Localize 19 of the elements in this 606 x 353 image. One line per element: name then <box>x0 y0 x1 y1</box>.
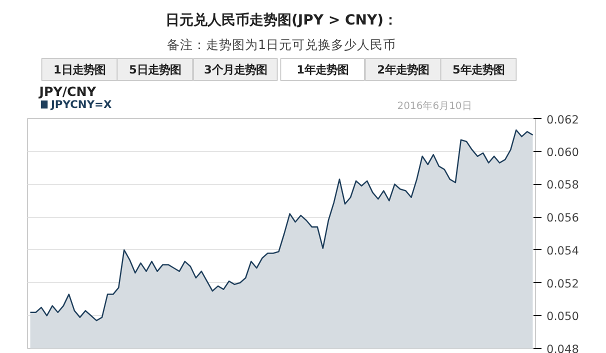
y-tick-label: 0.056 <box>546 210 579 225</box>
y-tick-label: 0.052 <box>546 276 579 290</box>
text: JPY/CNY <box>38 84 97 99</box>
text: 2年走势图 <box>377 62 429 76</box>
text: 1日走势图 <box>54 62 106 76</box>
y-tick-label: 0.060 <box>546 144 579 159</box>
text: 1年走势图 <box>296 62 349 76</box>
text: 5年走势图 <box>452 62 504 76</box>
y-tick-label: 0.048 <box>546 342 579 353</box>
y-tick-label: 0.054 <box>546 243 579 258</box>
text: 5日走势图 <box>128 62 181 76</box>
y-tick-label: 0.058 <box>546 178 579 192</box>
y-tick-label: 0.050 <box>546 309 579 324</box>
chart-title: 日元兑人民币走势图(JPY > CNY)： <box>165 12 398 28</box>
chart-subtitle: 备注：走势图为1日元可兑换多少人民币 <box>166 37 396 52</box>
y-tick-label: 0.062 <box>546 112 579 126</box>
text: 3个月走势图 <box>204 62 267 76</box>
text: 2016年6月10日 <box>397 100 472 112</box>
legend-label: JPYCNY=X <box>50 98 112 111</box>
